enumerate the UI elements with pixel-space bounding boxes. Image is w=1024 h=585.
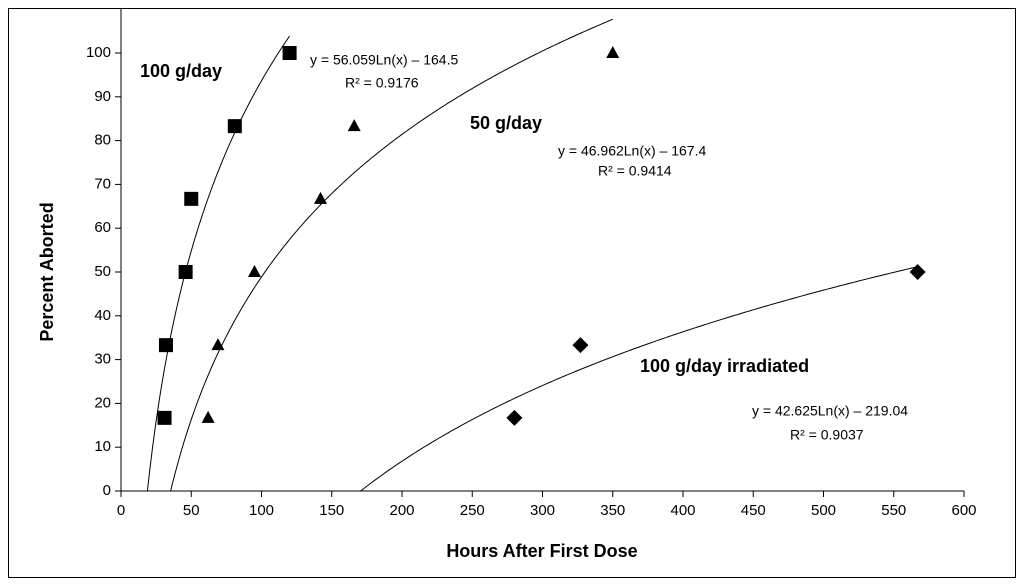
x-tick-label: 600 [951, 502, 976, 519]
trend-line [146, 35, 291, 491]
y-tick-label: 70 [94, 175, 111, 192]
marker-square [178, 265, 193, 279]
series-label: 100 g/day irradiated [640, 356, 809, 376]
x-tick-label: 500 [811, 502, 836, 519]
marker-square [227, 119, 242, 134]
marker-square [157, 410, 172, 425]
y-tick-label: 80 [94, 132, 111, 149]
y-tick-label: 0 [103, 482, 111, 499]
y-tick-label: 20 [94, 394, 111, 411]
marker-diamond [506, 409, 523, 426]
x-tick-label: 50 [183, 502, 200, 519]
y-tick-label: 100 [86, 44, 111, 61]
marker-triangle [606, 46, 620, 58]
x-tick-label: 550 [881, 502, 906, 519]
marker-triangle [314, 191, 328, 204]
fit-equation: y = 46.962Ln(x) – 167.4 [558, 143, 706, 159]
y-tick-label: 90 [94, 88, 111, 105]
x-tick-label: 100 [249, 502, 274, 519]
x-tick-label: 150 [319, 502, 344, 519]
x-tick-label: 350 [600, 502, 625, 519]
marker-square [158, 338, 173, 353]
chart-border [8, 8, 1016, 578]
marker-triangle [201, 410, 215, 423]
y-tick-label: 60 [94, 219, 111, 236]
marker-triangle [247, 265, 261, 277]
x-tick-label: 300 [530, 502, 555, 519]
x-axis-label: Hours After First Dose [446, 541, 637, 561]
x-tick-label: 200 [389, 502, 414, 519]
marker-square [184, 191, 199, 206]
marker-diamond [909, 264, 926, 280]
x-tick-label: 400 [670, 502, 695, 519]
marker-triangle [211, 338, 225, 351]
fit-r2: R² = 0.9037 [790, 427, 864, 443]
y-tick-label: 30 [94, 351, 111, 368]
fit-equation: y = 56.059Ln(x) – 164.5 [310, 52, 458, 68]
trend-line [170, 18, 613, 491]
fit-r2: R² = 0.9176 [345, 75, 419, 91]
y-tick-label: 50 [94, 263, 111, 280]
series-label: 100 g/day [140, 61, 222, 81]
fit-equation: y = 42.625Ln(x) – 219.04 [752, 403, 908, 419]
trend-line [360, 266, 918, 491]
series-label: 50 g/day [470, 113, 542, 133]
x-tick-label: 450 [741, 502, 766, 519]
y-tick-label: 10 [94, 438, 111, 455]
x-tick-label: 0 [117, 502, 125, 519]
y-tick-label: 40 [94, 307, 111, 324]
marker-diamond [572, 337, 589, 354]
x-tick-label: 250 [460, 502, 485, 519]
fit-r2: R² = 0.9414 [598, 163, 672, 179]
marker-square [282, 46, 297, 60]
marker-triangle [347, 119, 361, 132]
y-axis-label: Percent Aborted [37, 202, 57, 341]
